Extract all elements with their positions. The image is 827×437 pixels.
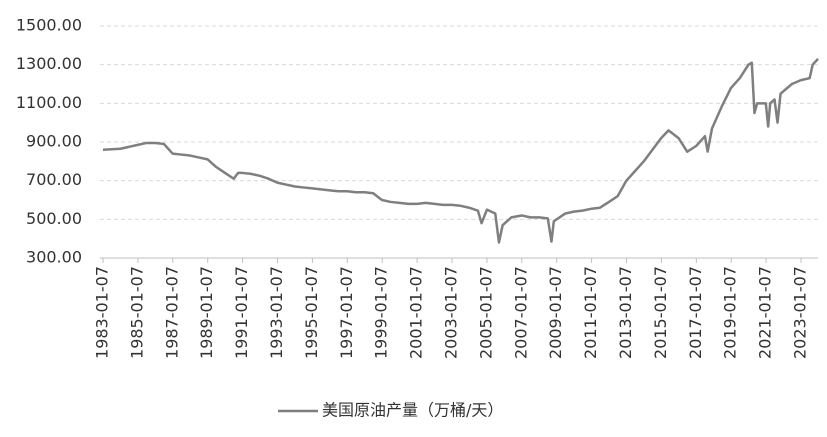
x-tick-label: 1997-01-07 (337, 266, 356, 359)
x-tick-label: 2023-01-07 (790, 266, 809, 359)
y-tick-label: 500.00 (26, 209, 82, 228)
y-tick-label: 300.00 (26, 248, 82, 267)
legend-label: 美国原油产量（万桶/天） (322, 401, 503, 420)
y-tick-label: 700.00 (26, 170, 82, 189)
x-tick-label: 2013-01-07 (616, 266, 635, 359)
y-tick-label: 1500.00 (16, 16, 82, 35)
x-tick-label: 1993-01-07 (267, 266, 286, 359)
x-tick-label: 2021-01-07 (756, 266, 775, 359)
y-tick-label: 1300.00 (16, 54, 82, 73)
y-tick-label: 1100.00 (16, 93, 82, 112)
x-tick-label: 2009-01-07 (546, 266, 565, 359)
x-tick-label: 2015-01-07 (651, 266, 670, 359)
x-tick-label: 1989-01-07 (197, 266, 216, 359)
x-tick-label: 2017-01-07 (686, 266, 705, 359)
x-tick-label: 2005-01-07 (476, 266, 495, 359)
x-tick-label: 1991-01-07 (232, 266, 251, 359)
x-tick-label: 2003-01-07 (441, 266, 460, 359)
data-line (102, 58, 819, 244)
x-tick-label: 1999-01-07 (372, 266, 391, 359)
x-tick-label: 2007-01-07 (511, 266, 530, 359)
x-tick-label: 2001-01-07 (407, 266, 426, 359)
x-tick-label: 1985-01-07 (127, 266, 146, 359)
x-tick-label: 2019-01-07 (721, 266, 740, 359)
x-tick-label: 2011-01-07 (581, 266, 600, 359)
x-tick-label: 1983-01-07 (93, 266, 112, 359)
x-tick-label: 1995-01-07 (302, 266, 321, 359)
y-tick-label: 900.00 (26, 132, 82, 151)
x-tick-label: 1987-01-07 (162, 266, 181, 359)
